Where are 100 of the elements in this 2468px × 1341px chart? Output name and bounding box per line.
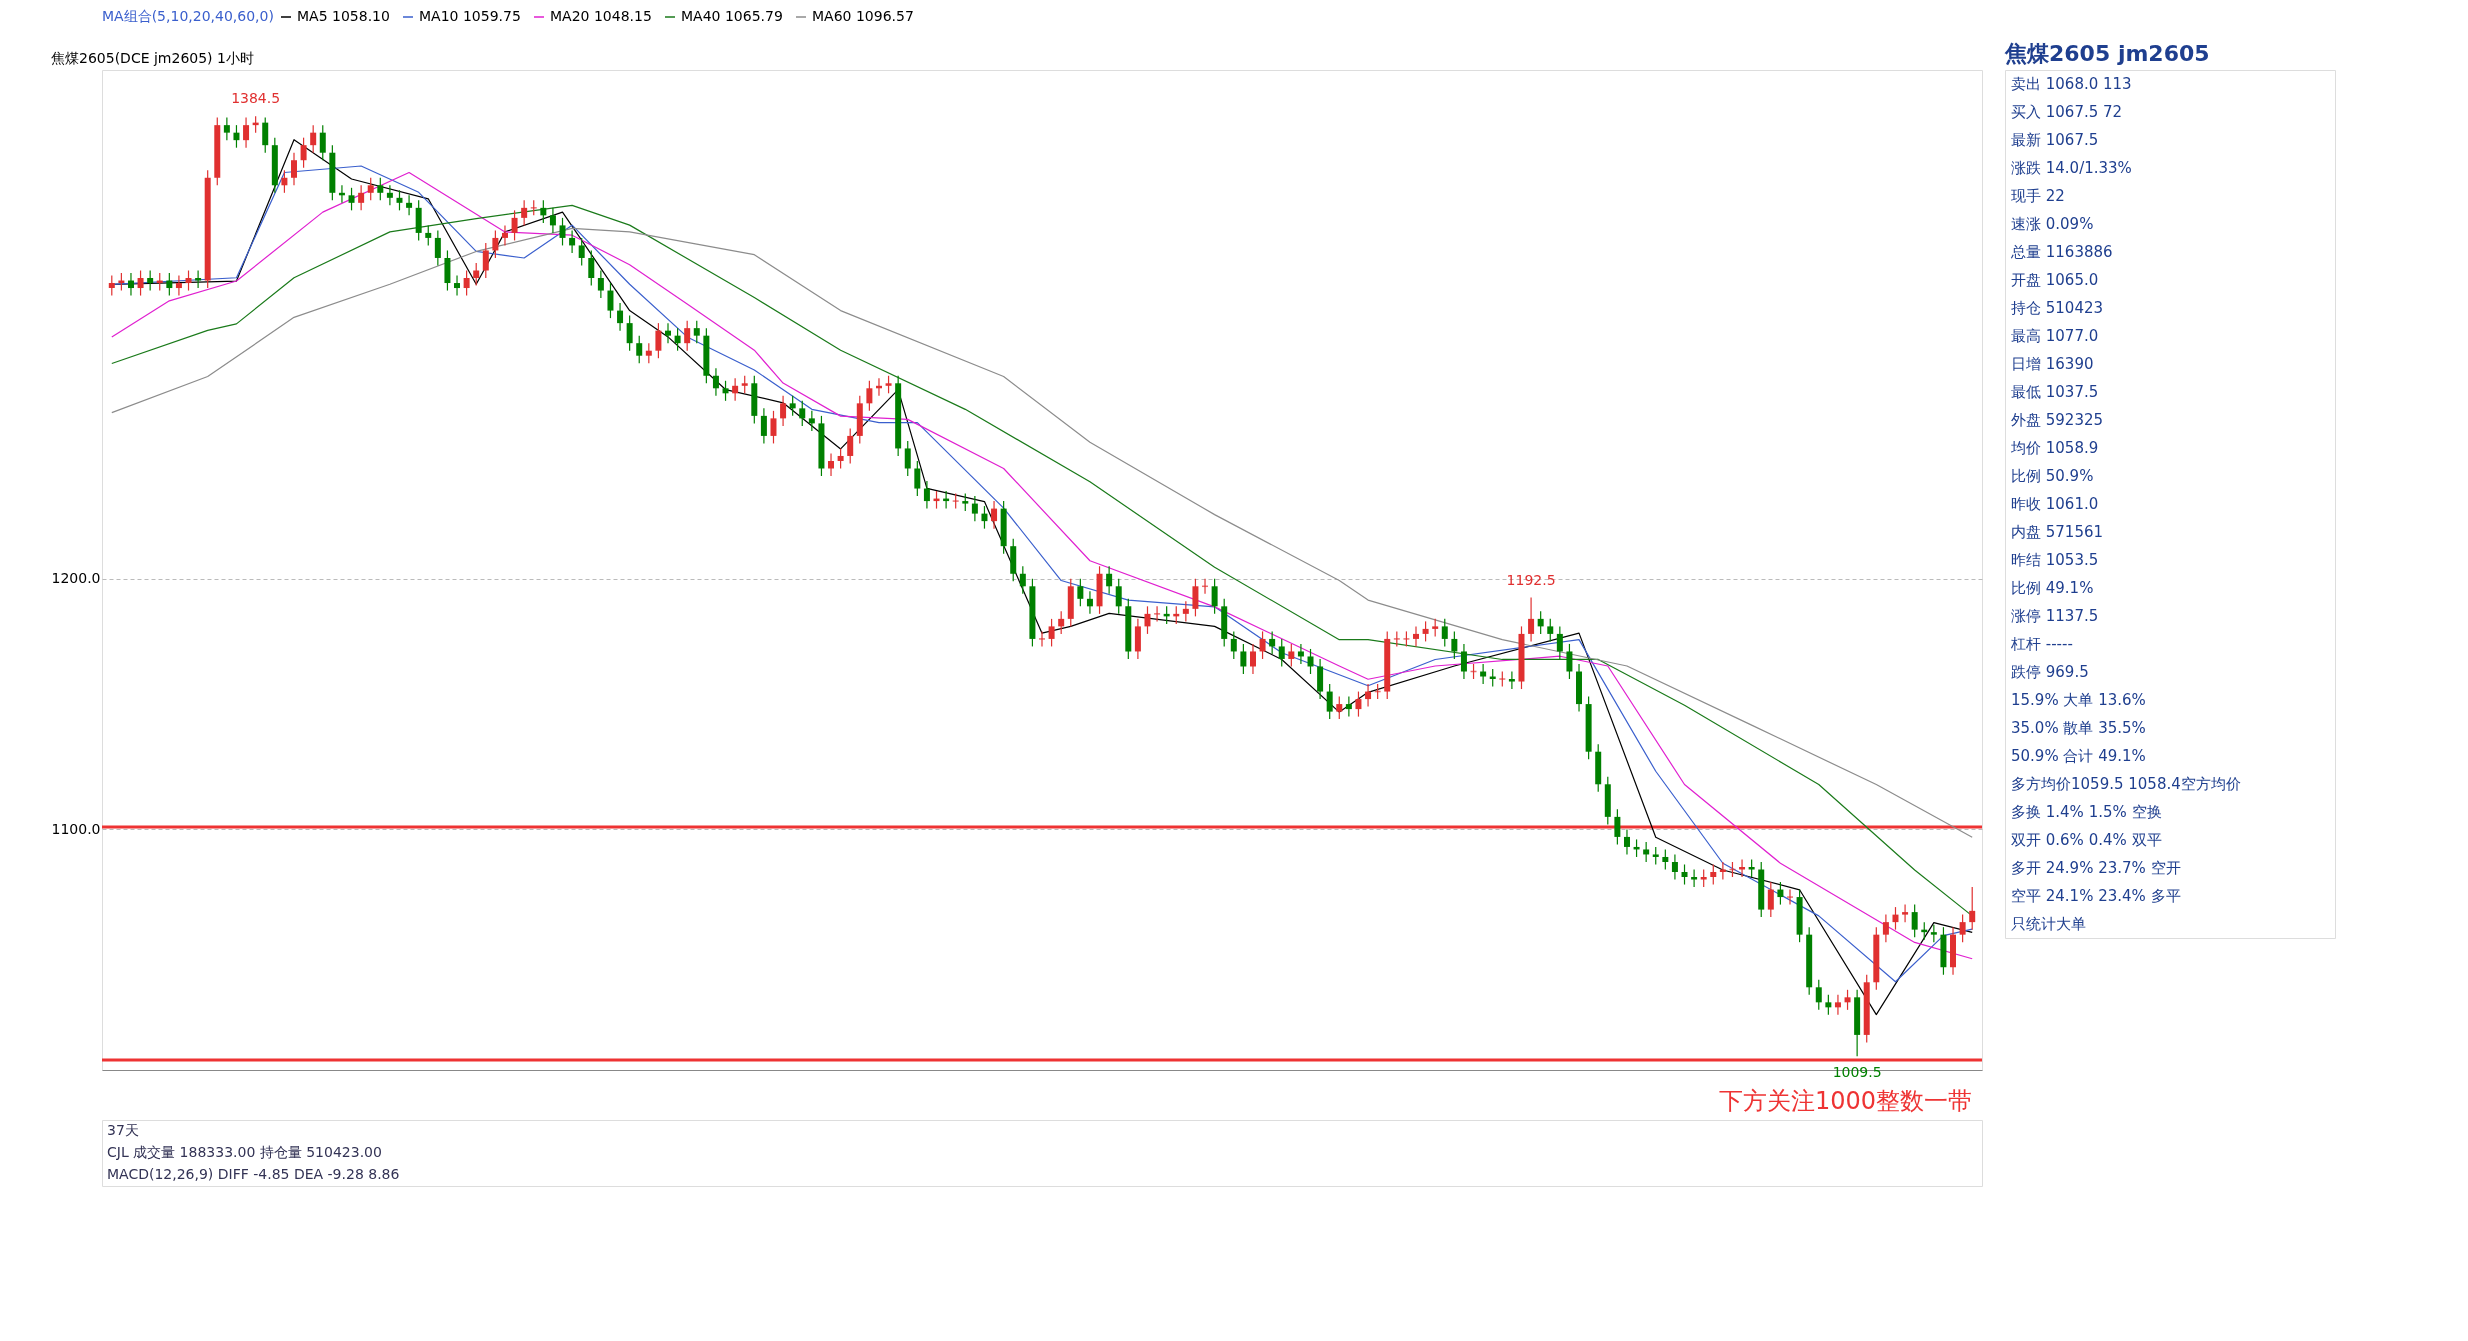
candlestick (674, 327, 681, 352)
candlestick (789, 395, 796, 417)
candlestick (175, 274, 182, 297)
text: 多换 1.4% 1.5% 空换 (2011, 803, 2162, 821)
candlestick (722, 380, 729, 402)
candlestick (607, 282, 614, 319)
candlestick (1058, 610, 1065, 635)
text: 35.0% 散单 35.5% (2011, 719, 2146, 737)
candlestick (693, 320, 700, 344)
candlestick (1297, 643, 1304, 665)
text: 开盘 1065.0 (2011, 271, 2099, 289)
candlestick (348, 187, 355, 211)
candlestick (780, 395, 787, 427)
candlestick (1039, 630, 1045, 648)
candlestick (1537, 610, 1544, 635)
text: 总量 1163886 (2010, 243, 2113, 261)
candlestick (127, 272, 134, 297)
text: 最高 1077.0 (2011, 327, 2099, 345)
candlestick (1192, 578, 1199, 617)
candlestick (1691, 868, 1698, 888)
candlestick (914, 460, 921, 497)
y-tick-label: 1200.0 (51, 570, 101, 587)
text: 只统计大单 (2011, 915, 2086, 933)
candlestick (1240, 643, 1247, 675)
candlestick (1528, 596, 1535, 643)
candlestick (1834, 994, 1841, 1016)
text: 速涨 0.09% (2011, 215, 2094, 233)
candlestick (233, 124, 240, 149)
candlestick (425, 224, 432, 247)
candlestick (367, 177, 374, 201)
candlestick (291, 152, 297, 186)
candlestick (281, 169, 288, 194)
candlestick (1345, 695, 1352, 718)
candlestick (1413, 625, 1419, 648)
candlestick (760, 407, 767, 445)
text: 多方均价1059.5 1058.4空方均价 (2011, 775, 2241, 793)
candlestick (904, 440, 911, 477)
candlestick (482, 242, 489, 279)
text: 跌停 969.5 (2011, 663, 2089, 681)
candlestick (1623, 828, 1630, 856)
candlestick (559, 217, 566, 247)
candlestick (147, 269, 154, 292)
legend-label: MA5 1058.10 (297, 8, 390, 24)
text: 买入 1067.5 72 (2011, 103, 2123, 121)
candlestick (1902, 903, 1909, 923)
candlestick (185, 269, 192, 292)
candlestick (847, 427, 854, 465)
candlestick (971, 495, 978, 522)
candlestick (1422, 620, 1429, 643)
candlestick (310, 124, 317, 154)
candlestick (1154, 605, 1161, 622)
candlestick (1662, 848, 1669, 871)
candlestick (501, 224, 508, 247)
candlestick (1182, 600, 1189, 622)
annotation: 1192.5 (1506, 571, 1556, 588)
candlestick (511, 209, 518, 242)
candlestick (1048, 618, 1055, 648)
candlestick (1508, 670, 1515, 690)
candlestick (626, 315, 633, 352)
candlestick (636, 335, 643, 364)
candlestick (1767, 881, 1774, 918)
y-tick-label: 1100.0 (51, 820, 101, 837)
candlestick (1911, 903, 1918, 938)
text: MACD(12,26,9) DIFF -4.85 DEA -9.28 8.86 (107, 1166, 400, 1182)
legend-label: MA60 1096.57 (812, 8, 914, 24)
candlestick (1787, 888, 1793, 906)
candlestick (684, 320, 691, 352)
candlestick (492, 229, 499, 259)
candlestick (799, 400, 806, 427)
candlestick (923, 480, 930, 510)
candlestick (262, 117, 269, 154)
candlestick (597, 269, 604, 299)
candlestick (1556, 625, 1563, 660)
candlestick (473, 262, 480, 287)
text: 昨收 1061.0 (2011, 495, 2099, 513)
text: 卖出 1068.0 113 (2011, 75, 2132, 93)
candlestick (1844, 989, 1851, 1011)
candlestick (300, 137, 307, 169)
candlestick (770, 410, 777, 445)
text: 现手 22 (2011, 187, 2065, 205)
text: 50.9% 合计 49.1% (2011, 747, 2146, 765)
text: 双开 0.6% 0.4% 双平 (2011, 831, 2162, 849)
candlestick (434, 229, 441, 267)
text: 最新 1067.5 (2011, 131, 2099, 149)
text: 昨结 1053.5 (2011, 551, 2099, 569)
candlestick (712, 367, 719, 397)
legend-title: MA组合(5,10,20,40,60,0) (102, 8, 274, 24)
candlestick (243, 117, 250, 149)
candlestick (137, 269, 144, 297)
text: 日增 16390 (2011, 355, 2094, 373)
candlestick (1959, 914, 1966, 943)
candlestick (166, 272, 173, 297)
chart-title: 焦煤2605(DCE jm2605) 1小时 (51, 50, 254, 66)
legend-label: MA40 1065.79 (681, 8, 783, 24)
text: 内盘 571561 (2011, 523, 2104, 541)
text: 涨跌 14.0/1.33% (2011, 159, 2132, 177)
candlestick (569, 229, 576, 254)
candlestick (1278, 638, 1285, 668)
candlestick (1355, 690, 1362, 718)
text: 外盘 592325 (2011, 411, 2104, 429)
